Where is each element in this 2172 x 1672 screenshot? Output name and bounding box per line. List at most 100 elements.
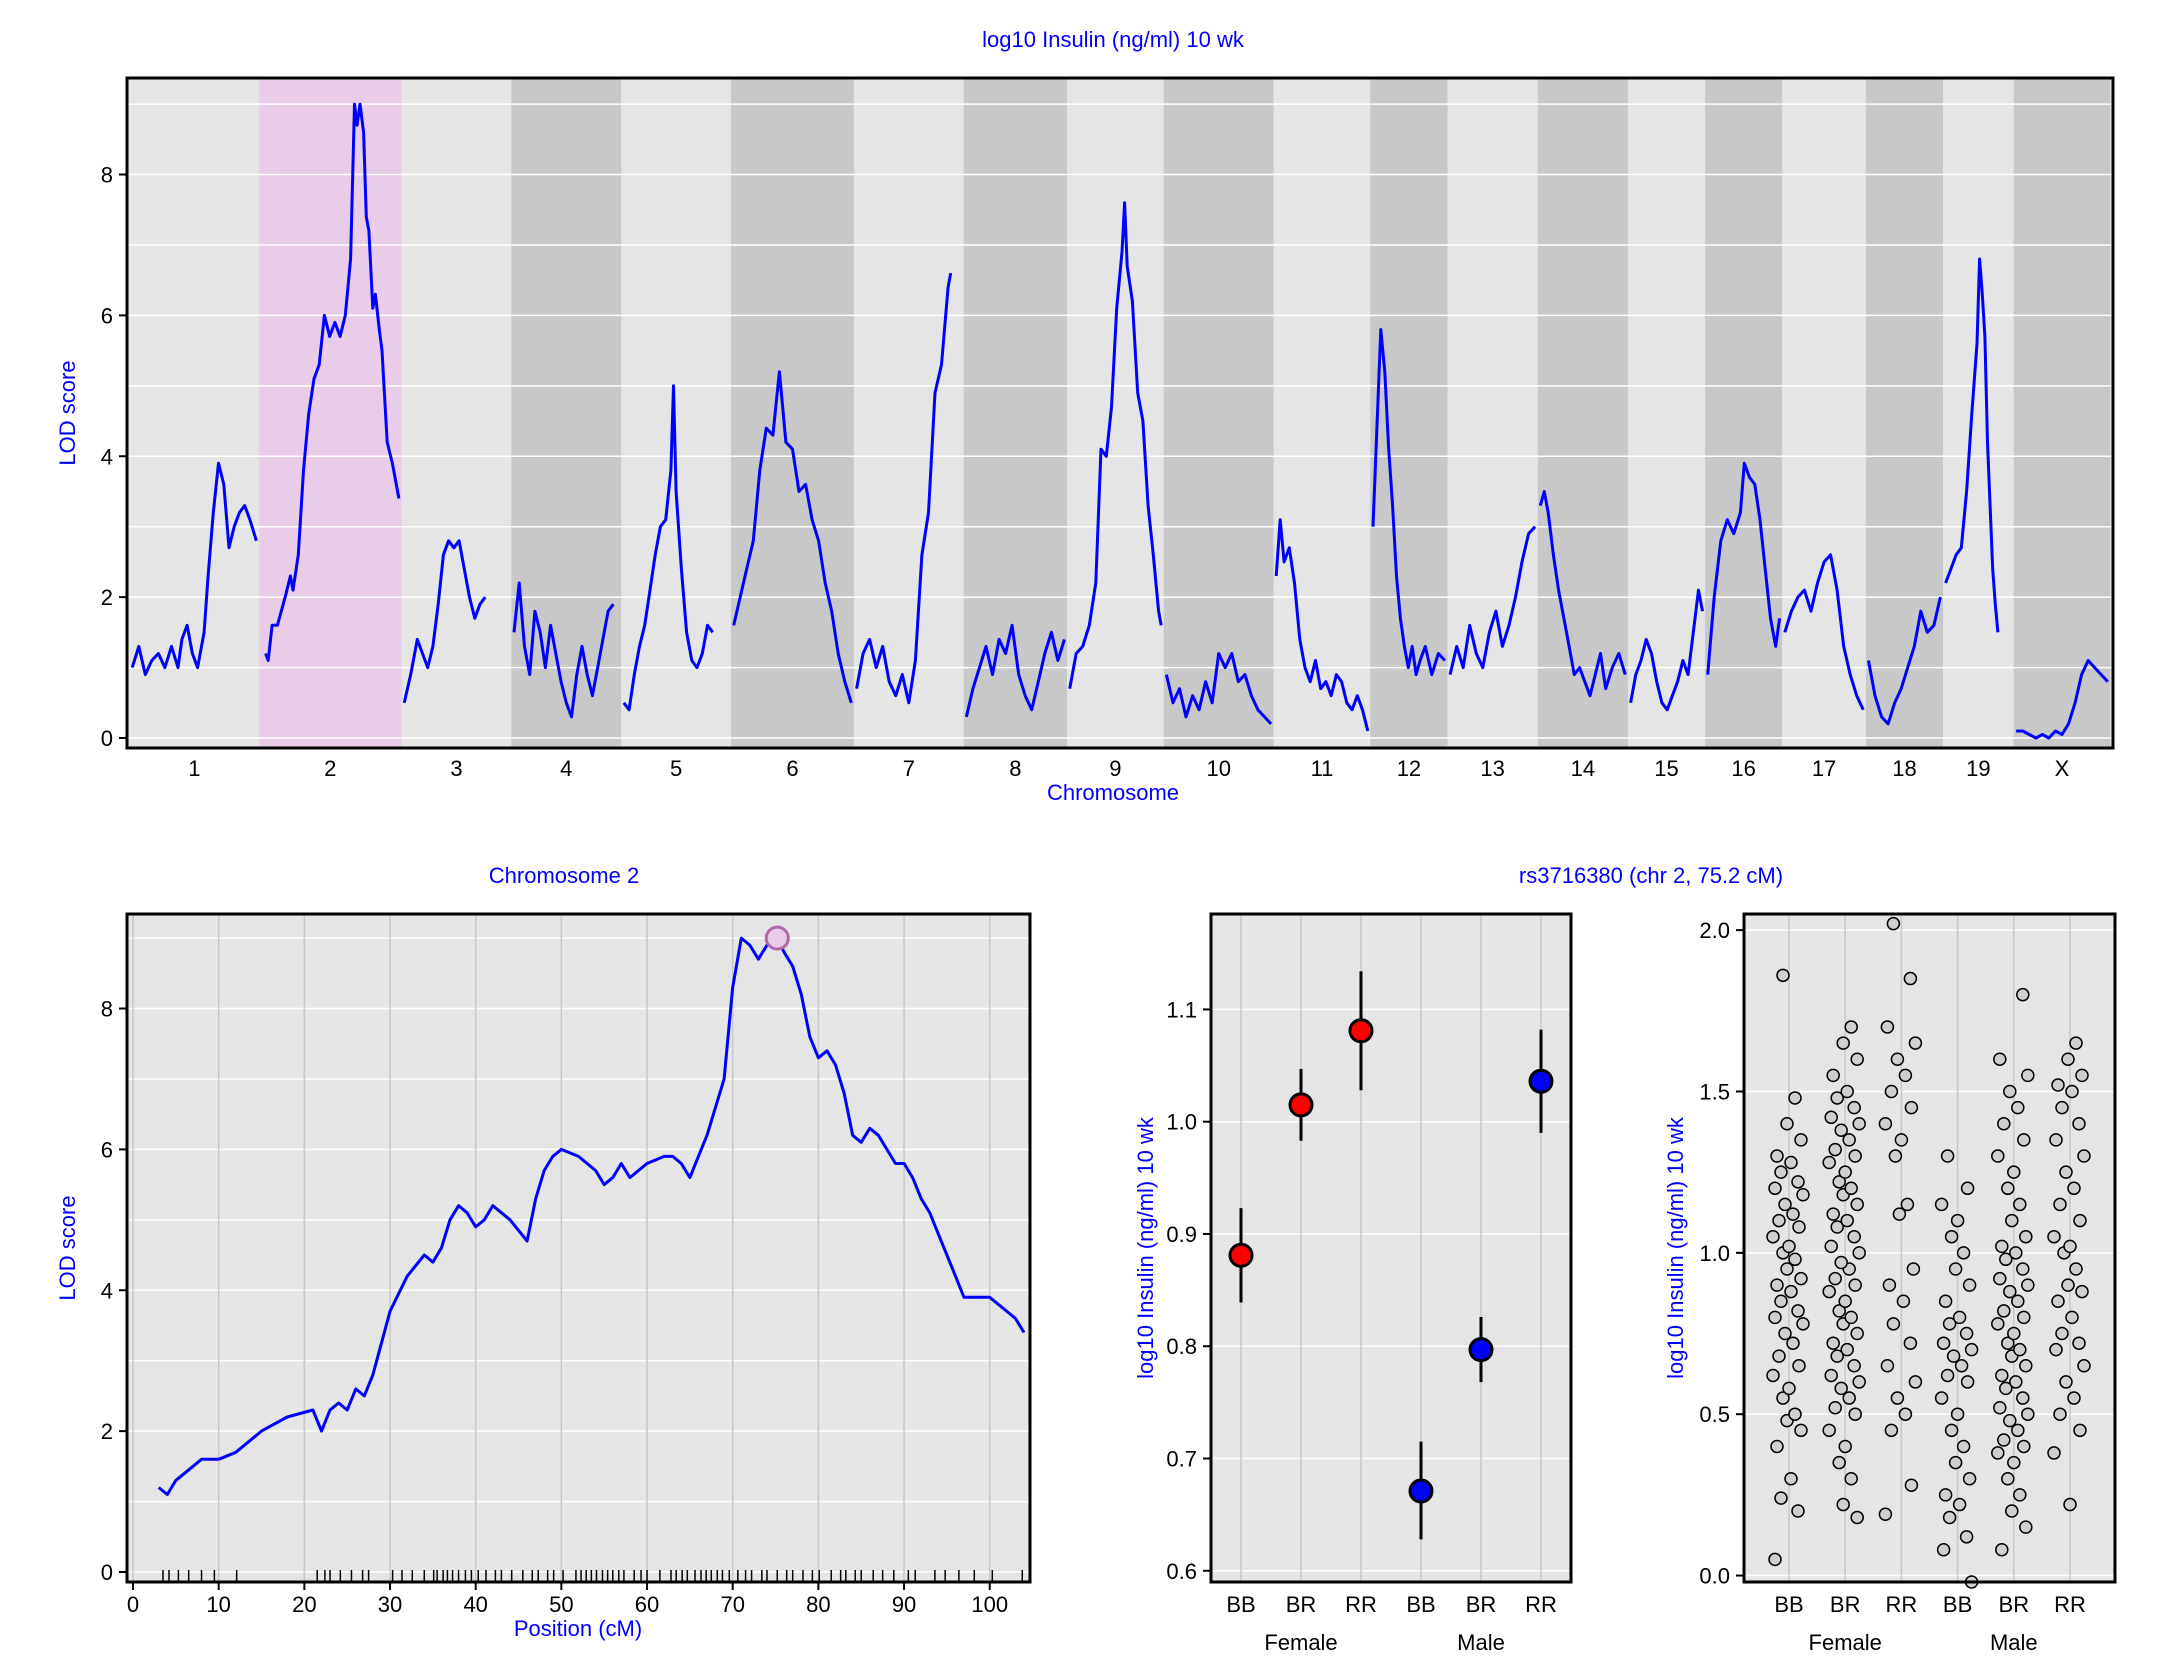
data-point [1791,1175,1805,1189]
data-point [1774,1165,1788,1179]
chromosome-band [2013,78,2111,748]
data-point [2063,1497,2077,1512]
data-point [1796,1317,1810,1331]
chromosome-tick-label: X [2055,756,2070,781]
chromosome-tick-label: 8 [1009,756,1021,781]
data-point [1780,1262,1794,1276]
data-point [1838,1165,1852,1179]
data-point [1828,1142,1842,1157]
data-point [1822,1423,1836,1438]
mean-point [1288,1092,1314,1118]
data-point [1768,1181,1782,1196]
data-point [1836,1497,1850,1512]
data-point [2011,1423,2025,1438]
data-point [1840,1213,1854,1228]
sex-group-label: Male [1457,1630,1505,1655]
data-point [2053,1407,2067,1421]
chromosome-tick-label: 15 [1654,756,1678,781]
data-point [1784,1155,1798,1170]
data-point [2073,1423,2087,1438]
data-point [1824,1110,1838,1125]
data-point [1993,1400,2007,1415]
y-tick-label: 0.6 [1166,1559,1197,1584]
lod-curve-chr-19 [1944,257,2000,633]
data-point [1886,1317,1901,1331]
mean-point [1228,1242,1254,1268]
effect-means-panel: 0.6 0.7 0.8 0.9 1.0 1.1 BB BR RR BB BR RR Female Male [1166,914,1571,1655]
data-point [1780,1117,1794,1131]
data-point [1776,1391,1790,1405]
x-tick-label: 10 [206,1592,230,1617]
x-tick-label: 80 [806,1592,830,1617]
y-tick-label: 8 [101,163,113,188]
lod-curve-chr-8 [964,623,1066,718]
y-tick-label: 2 [101,1419,113,1444]
data-point [1880,1359,1895,1373]
chromosome-band [621,78,732,748]
data-point [1948,1262,1963,1276]
data-point [2021,1068,2035,1083]
data-point [1960,1375,1975,1389]
x-tick-label: 100 [971,1592,1008,1617]
chromosome-tick-label: 16 [1731,756,1755,781]
data-point [1999,1252,2013,1267]
chromosome-band [731,78,854,748]
data-point [1962,1471,1977,1486]
peak-marker [764,925,790,951]
x-tick-label: 20 [292,1592,316,1617]
genotype-label: BR [1999,1592,2030,1617]
y-tick-label: 6 [101,1137,113,1162]
data-point [1838,1294,1852,1308]
data-point [1832,1175,1846,1189]
data-point [1954,1359,1969,1373]
chromosome-tick-label: 9 [1109,756,1121,781]
chromosome-tick-label: 17 [1812,756,1836,781]
data-point [2065,1084,2079,1099]
chr-scan-background [127,914,1030,1582]
chromosome-tick-label: 13 [1480,756,1504,781]
chromosome-band [1943,78,2014,748]
data-point [2013,1197,2027,1212]
y-tick-label: 0 [101,726,113,751]
data-point [1830,1091,1844,1105]
data-point [1847,1359,1861,1373]
data-point [2016,1262,2030,1276]
lod-curve-chr-18 [1867,596,1942,726]
data-point [1832,1304,1846,1318]
data-point [1788,1252,1802,1267]
data-point [1844,1181,1858,1196]
genome-scan-xlabel: Chromosome [1047,780,1179,805]
chromosome-band [1627,78,1706,748]
data-point [1788,1091,1802,1105]
data-point [2049,1133,2063,1147]
data-point [1828,1400,1842,1415]
data-point [2007,1455,2021,1470]
data-point [1824,1239,1838,1254]
effect-plot-title: rs3716380 (chr 2, 75.2 cM) [1519,863,1783,888]
x-tick-label: 90 [892,1592,916,1617]
data-point [2073,1213,2087,1228]
genotype-label: BB [1406,1592,1435,1617]
genotype-label: RR [1525,1592,1557,1617]
chr-scan-xlabel: Position (cM) [514,1616,642,1641]
data-point [1834,1381,1848,1396]
data-point [2072,1117,2086,1131]
data-point [2005,1504,2019,1518]
data-point [1906,1262,1921,1276]
data-point [1852,1117,1866,1131]
data-point [1830,1349,1844,1363]
data-point [1908,1375,1923,1389]
genotype-label: BB [1943,1592,1972,1617]
data-point [1940,1149,1955,1163]
lod-curve-chr-2 [264,102,401,662]
data-point [1794,1271,1808,1286]
x-tick-label: 60 [635,1592,659,1617]
y-tick-label: 0.7 [1166,1447,1197,1472]
data-point [2013,1488,2027,1502]
effect-raw-ylabel: log10 Insulin (ng/ml) 10 wk [1663,1116,1688,1379]
data-point [2009,1375,2023,1389]
chromosome-band [853,78,964,748]
chromosome-tick-label: 1 [188,756,200,781]
chromosome-tick-label: 5 [670,756,682,781]
data-point [1894,1133,1909,1147]
